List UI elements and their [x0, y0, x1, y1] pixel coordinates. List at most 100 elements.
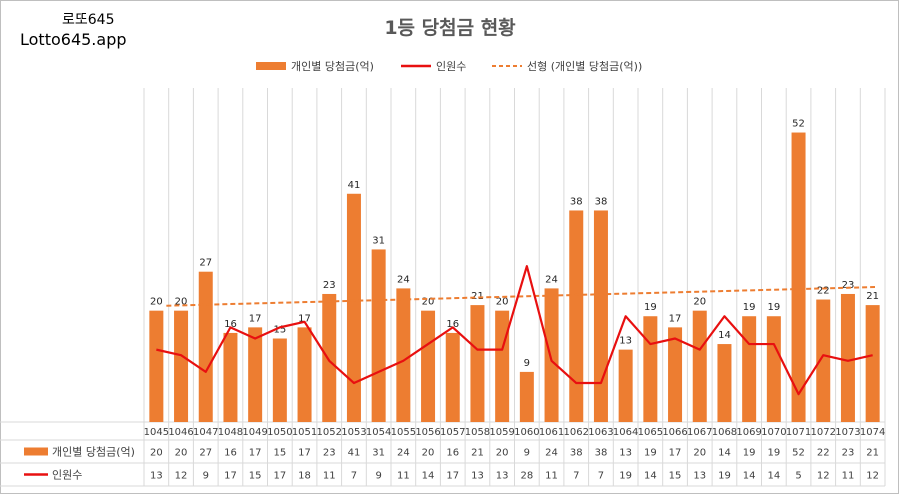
bar: [791, 132, 806, 423]
bar: [865, 305, 880, 422]
table-cell: 5: [795, 471, 801, 482]
table-cell: 11: [842, 471, 855, 482]
bar-data-label: 24: [545, 274, 558, 285]
x-tick-label: 1047: [193, 427, 218, 438]
bar: [322, 293, 337, 422]
table-row-key-bar: [24, 447, 48, 456]
data-table: 1045 1046 1047 1048 1049 1050 1051 1052 1053 1054…: [24, 427, 885, 482]
bar: [272, 338, 287, 422]
bar-data-label: 17: [669, 313, 682, 324]
x-tick-label: 1067: [687, 427, 712, 438]
table-cell: 12: [175, 471, 188, 482]
x-tick-label: 1057: [440, 427, 465, 438]
table-cell: 21: [866, 448, 879, 459]
table-cell: 17: [669, 448, 682, 459]
table-cell: 12: [817, 471, 830, 482]
x-tick-label: 1061: [539, 427, 564, 438]
gridlines: [0, 88, 886, 487]
table-cell: 20: [150, 448, 163, 459]
table-cell: 31: [372, 448, 385, 459]
x-tick-label: 1073: [835, 427, 860, 438]
legend-trend-label: 선형 (개인별 당첨금(억)): [527, 60, 642, 73]
table-cell: 23: [842, 448, 855, 459]
bar-data-label: 38: [595, 196, 608, 207]
table-cell: 14: [644, 471, 657, 482]
table-cell: 20: [496, 448, 509, 459]
table-cell: 15: [273, 448, 286, 459]
bar-data-label: 15: [273, 325, 286, 336]
x-tick-label: 1055: [391, 427, 416, 438]
table-cell: 19: [767, 448, 780, 459]
table-cell: 14: [767, 471, 780, 482]
bar: [174, 310, 189, 422]
x-tick-label: 1068: [712, 427, 737, 438]
bar-data-label: 20: [693, 297, 706, 308]
table-cell: 7: [573, 471, 579, 482]
bar: [668, 327, 683, 422]
bar-data-label: 24: [397, 274, 410, 285]
x-tick-label: 1059: [489, 427, 514, 438]
table-cell: 11: [397, 471, 410, 482]
bar-data-label: 52: [792, 119, 805, 130]
table-cell: 16: [224, 448, 237, 459]
bar: [816, 299, 831, 422]
table-cell: 23: [323, 448, 336, 459]
table-cell: 17: [446, 471, 459, 482]
bar: [149, 310, 164, 422]
legend: 개인별 당첨금(억) 인원수 선형 (개인별 당첨금(억)): [256, 60, 642, 73]
trendline-path: [166, 286, 876, 307]
bar-data-label: 41: [348, 180, 361, 191]
table-cell: 41: [348, 448, 361, 459]
bar-data-label: 14: [718, 330, 731, 341]
table-cell: 38: [595, 448, 608, 459]
x-tick-label: 1052: [317, 427, 342, 438]
x-tick-label: 1071: [786, 427, 811, 438]
table-cell: 20: [175, 448, 188, 459]
table-cell: 16: [446, 448, 459, 459]
table-cell: 13: [693, 471, 706, 482]
table-cell: 19: [718, 471, 731, 482]
table-cell: 22: [817, 448, 830, 459]
bar-data-label: 13: [619, 336, 632, 347]
table-cell: 9: [375, 471, 381, 482]
table-cell: 7: [351, 471, 357, 482]
bar: [717, 344, 732, 422]
x-tick-label: 1058: [465, 427, 490, 438]
x-tick-label: 1056: [415, 427, 440, 438]
table-cell: 52: [792, 448, 805, 459]
table-row-label: 개인별 당첨금(억): [52, 446, 135, 459]
bar-data-label: 19: [743, 302, 756, 313]
legend-bar-label: 개인별 당첨금(억): [291, 60, 374, 73]
x-tick-label: 1072: [811, 427, 836, 438]
table-cell: 15: [249, 471, 262, 482]
bar-data-label: 38: [570, 196, 583, 207]
bar: [223, 332, 238, 422]
table-cell: 9: [524, 448, 530, 459]
x-tick-label: 1048: [218, 427, 243, 438]
bar: [569, 210, 584, 422]
x-tick-label: 1049: [242, 427, 267, 438]
table-cell: 21: [471, 448, 484, 459]
table-cell: 14: [718, 448, 731, 459]
bar-data-label: 17: [298, 313, 311, 324]
bar-data-label: 9: [524, 358, 530, 369]
bar: [840, 293, 855, 422]
table-cell: 19: [743, 448, 756, 459]
bar: [371, 249, 386, 422]
trendline: [166, 286, 876, 307]
table-cell: 14: [743, 471, 756, 482]
legend-bar-swatch: [256, 62, 286, 70]
table-cell: 20: [422, 448, 435, 459]
bar-data-label: 22: [817, 286, 830, 297]
table-row-label: 인원수: [52, 469, 82, 482]
table-cell: 13: [471, 471, 484, 482]
bar: [593, 210, 608, 422]
bar: [519, 371, 534, 422]
bar: [346, 193, 361, 422]
bar: [470, 305, 485, 422]
bar-data-label: 21: [471, 291, 484, 302]
bar: [248, 327, 263, 422]
x-tick-label: 1062: [564, 427, 589, 438]
table-cell: 28: [520, 471, 533, 482]
brand-site: Lotto645.app: [20, 30, 127, 49]
